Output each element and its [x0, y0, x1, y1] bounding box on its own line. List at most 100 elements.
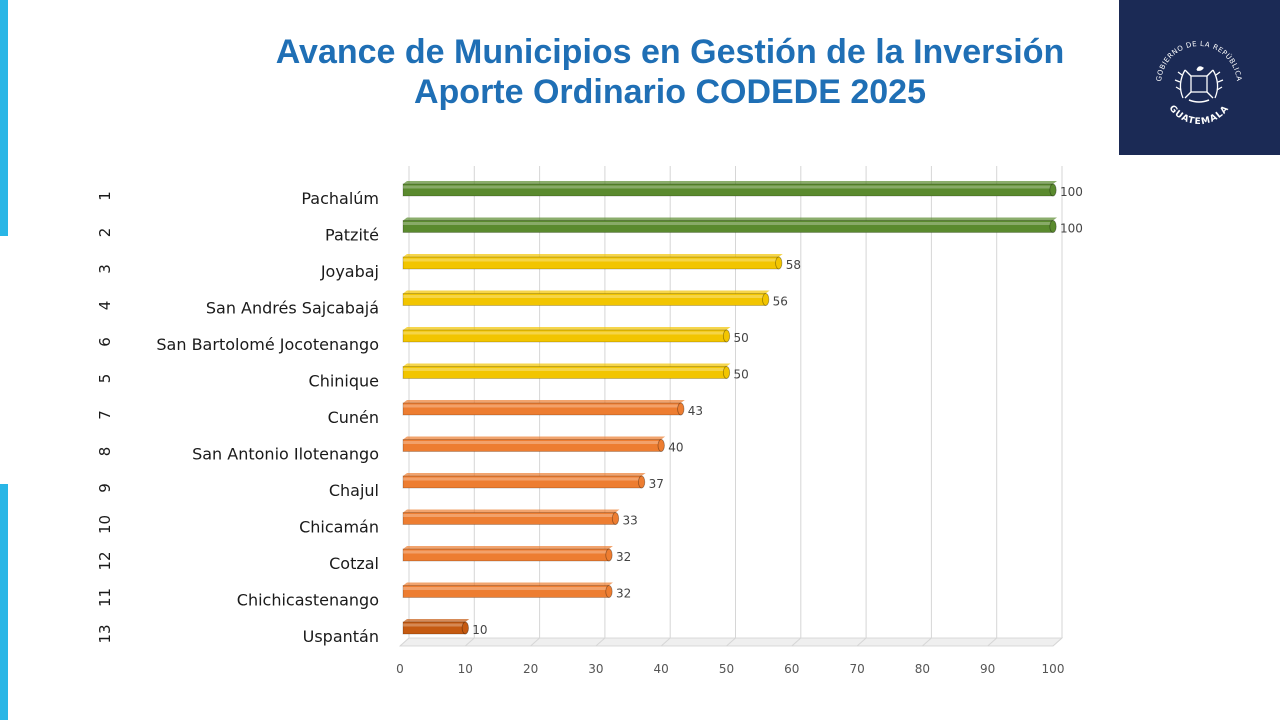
- rank-label: 2: [96, 228, 114, 238]
- rank-label: 10: [96, 515, 114, 534]
- bar-highlight: [403, 587, 609, 590]
- coat-of-arms-icon: [1174, 66, 1224, 103]
- category-label: Chichicastenango: [237, 591, 379, 610]
- bar-highlight: [403, 441, 662, 444]
- bar-highlight: [403, 185, 1053, 189]
- bar-end-cap: [677, 402, 685, 416]
- x-tick-label: 20: [523, 662, 538, 676]
- bar: [402, 181, 1057, 197]
- x-tick-label: 70: [849, 662, 864, 676]
- data-label: 58: [786, 258, 801, 272]
- rank-label: 8: [96, 447, 114, 457]
- category-label: Chinique: [309, 372, 379, 391]
- rank-label: 6: [96, 337, 114, 347]
- gridline-floor: [660, 637, 671, 647]
- bar: [402, 217, 1057, 233]
- data-label: 40: [668, 441, 683, 455]
- category-label: San Andrés Sajcabajá: [206, 299, 379, 318]
- rank-label: 1: [96, 191, 114, 201]
- bar-end-cap: [722, 329, 731, 343]
- bar: [402, 582, 613, 598]
- data-label: 10: [472, 623, 487, 637]
- bar: [402, 290, 770, 306]
- bar-highlight: [403, 222, 1053, 225]
- bar-end-cap: [722, 366, 731, 379]
- bar-highlight: [403, 477, 642, 481]
- bar-highlight: [403, 331, 727, 335]
- bar-end-cap: [657, 439, 665, 452]
- bar-end-cap: [638, 475, 646, 489]
- bar-top-face: [403, 582, 613, 586]
- bar: [402, 619, 470, 635]
- category-label: Chajul: [329, 481, 379, 500]
- rank-label: 9: [96, 483, 114, 493]
- bar-highlight: [403, 623, 466, 627]
- x-tick-label: 60: [784, 662, 799, 676]
- bar: [402, 254, 783, 270]
- category-label: Cotzal: [329, 554, 379, 573]
- bar: [402, 436, 666, 452]
- bar-end-cap: [605, 585, 613, 598]
- category-label: San Antonio Ilotenango: [192, 445, 379, 464]
- accent-bar-bottom: [0, 484, 8, 720]
- rank-label: 12: [96, 551, 114, 570]
- bar-top-face: [403, 546, 613, 549]
- bar-top-face: [403, 619, 470, 622]
- rank-label: 4: [96, 301, 114, 311]
- x-tick-label: 50: [719, 662, 734, 676]
- bar-top-face: [403, 290, 770, 294]
- data-label: 37: [649, 477, 664, 491]
- x-tick-label: 90: [980, 662, 995, 676]
- government-logo: GOBIERNO DE LA REPÚBLICA GUATEMALA: [1119, 0, 1280, 155]
- bar-end-cap: [611, 512, 620, 525]
- data-label: 43: [688, 404, 703, 418]
- bar-top-face: [403, 400, 685, 403]
- bar-highlight: [403, 368, 727, 371]
- x-tick-label: 100: [1042, 662, 1065, 676]
- bar-highlight: [403, 550, 609, 554]
- bar: [402, 546, 613, 562]
- rank-label: 11: [96, 588, 114, 607]
- gridline-floor: [464, 637, 475, 647]
- data-label: 56: [773, 295, 788, 309]
- page-title: Avance de Municipios en Gestión de la In…: [150, 32, 1190, 112]
- category-label: Cunén: [328, 408, 379, 427]
- bar-end-cap: [1049, 220, 1057, 233]
- bar-end-cap: [1049, 183, 1057, 197]
- rank-label: 5: [96, 374, 114, 384]
- bar-top-face: [403, 473, 646, 476]
- data-label: 50: [734, 331, 749, 345]
- category-label: Patzité: [325, 226, 379, 245]
- category-label: Uspantán: [303, 627, 379, 646]
- logo-svg: GOBIERNO DE LA REPÚBLICA GUATEMALA: [1155, 40, 1242, 127]
- data-label: 33: [622, 514, 637, 528]
- gridline-floor: [726, 637, 736, 647]
- plot-area-wall: [400, 166, 1062, 646]
- bar-top-face: [403, 327, 731, 330]
- bar-highlight: [403, 258, 779, 262]
- bar: [402, 509, 620, 525]
- bar: [402, 327, 731, 343]
- gridline-floor: [987, 637, 998, 647]
- bar-end-cap: [775, 256, 783, 270]
- chart-bars: [402, 181, 1057, 635]
- bar-top-face: [403, 181, 1057, 184]
- accent-bar-top: [0, 0, 8, 236]
- bar-highlight: [403, 295, 766, 298]
- rank-label: 13: [96, 624, 114, 643]
- bar-end-cap: [605, 548, 613, 562]
- bar: [402, 473, 646, 489]
- gridline-floor: [856, 637, 867, 647]
- gridline-floor: [1052, 637, 1063, 647]
- category-label: Joyabaj: [320, 262, 379, 281]
- x-tick-label: 80: [915, 662, 930, 676]
- bar-end-cap: [762, 293, 770, 306]
- x-tick-label: 30: [588, 662, 603, 676]
- bar: [402, 363, 731, 379]
- data-label: 100: [1060, 185, 1083, 199]
- bar-end-cap: [461, 621, 469, 635]
- x-tick-label: 40: [654, 662, 669, 676]
- title-line-2: Aporte Ordinario CODEDE 2025: [413, 73, 926, 111]
- bar-highlight: [403, 514, 616, 517]
